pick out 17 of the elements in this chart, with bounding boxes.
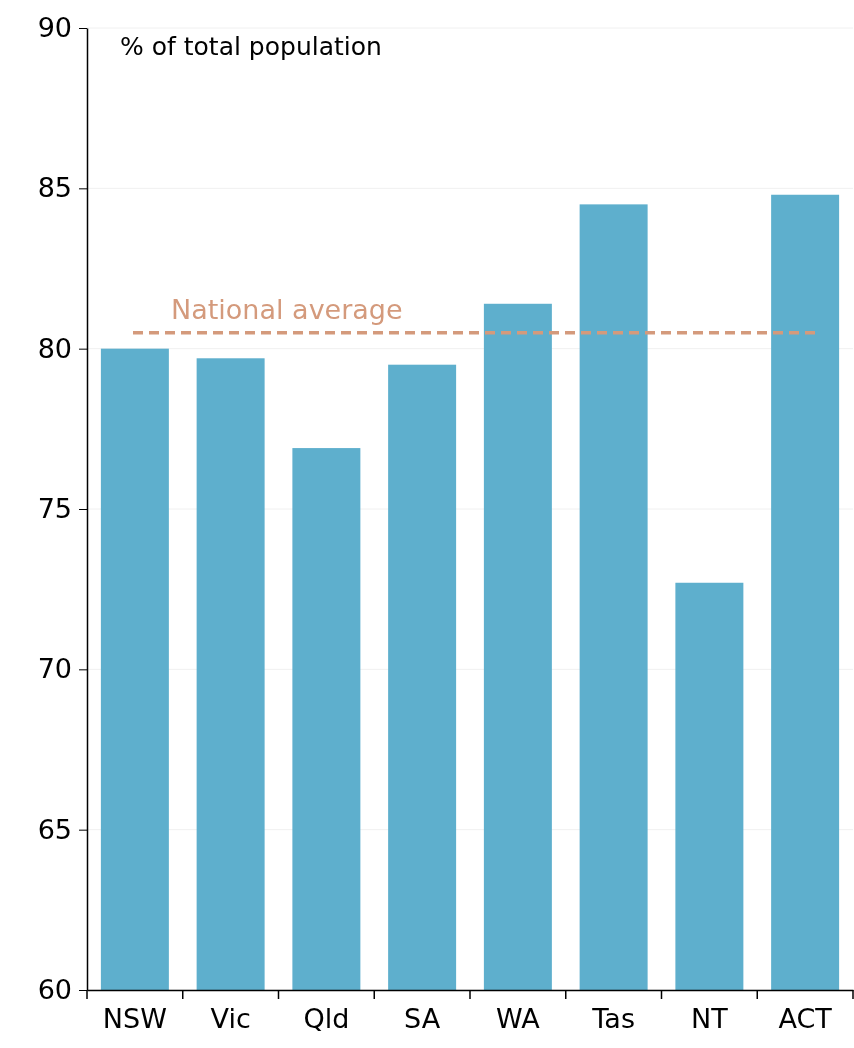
y-tick-label: 85 xyxy=(37,172,72,204)
x-tick-label: NT xyxy=(691,1003,729,1035)
y-tick-label: 90 xyxy=(37,12,72,44)
y-tick-label: 75 xyxy=(37,493,72,525)
x-tick-label: Qld xyxy=(303,1003,350,1035)
x-tick-label: NSW xyxy=(102,1003,167,1035)
x-tick-label: ACT xyxy=(778,1003,833,1035)
x-tick-label: WA xyxy=(496,1003,541,1035)
y-tick-label: 60 xyxy=(37,974,72,1006)
y-tick-label: 65 xyxy=(37,813,72,845)
y-axis-title: % of total population xyxy=(120,32,382,61)
ref-line-label: National average xyxy=(171,293,403,325)
x-tick-label: Vic xyxy=(210,1003,251,1035)
y-tick-label: 70 xyxy=(37,653,72,685)
y-tick-label: 80 xyxy=(37,332,72,364)
x-tick-label: Tas xyxy=(591,1003,635,1035)
x-tick-label: SA xyxy=(404,1003,441,1035)
